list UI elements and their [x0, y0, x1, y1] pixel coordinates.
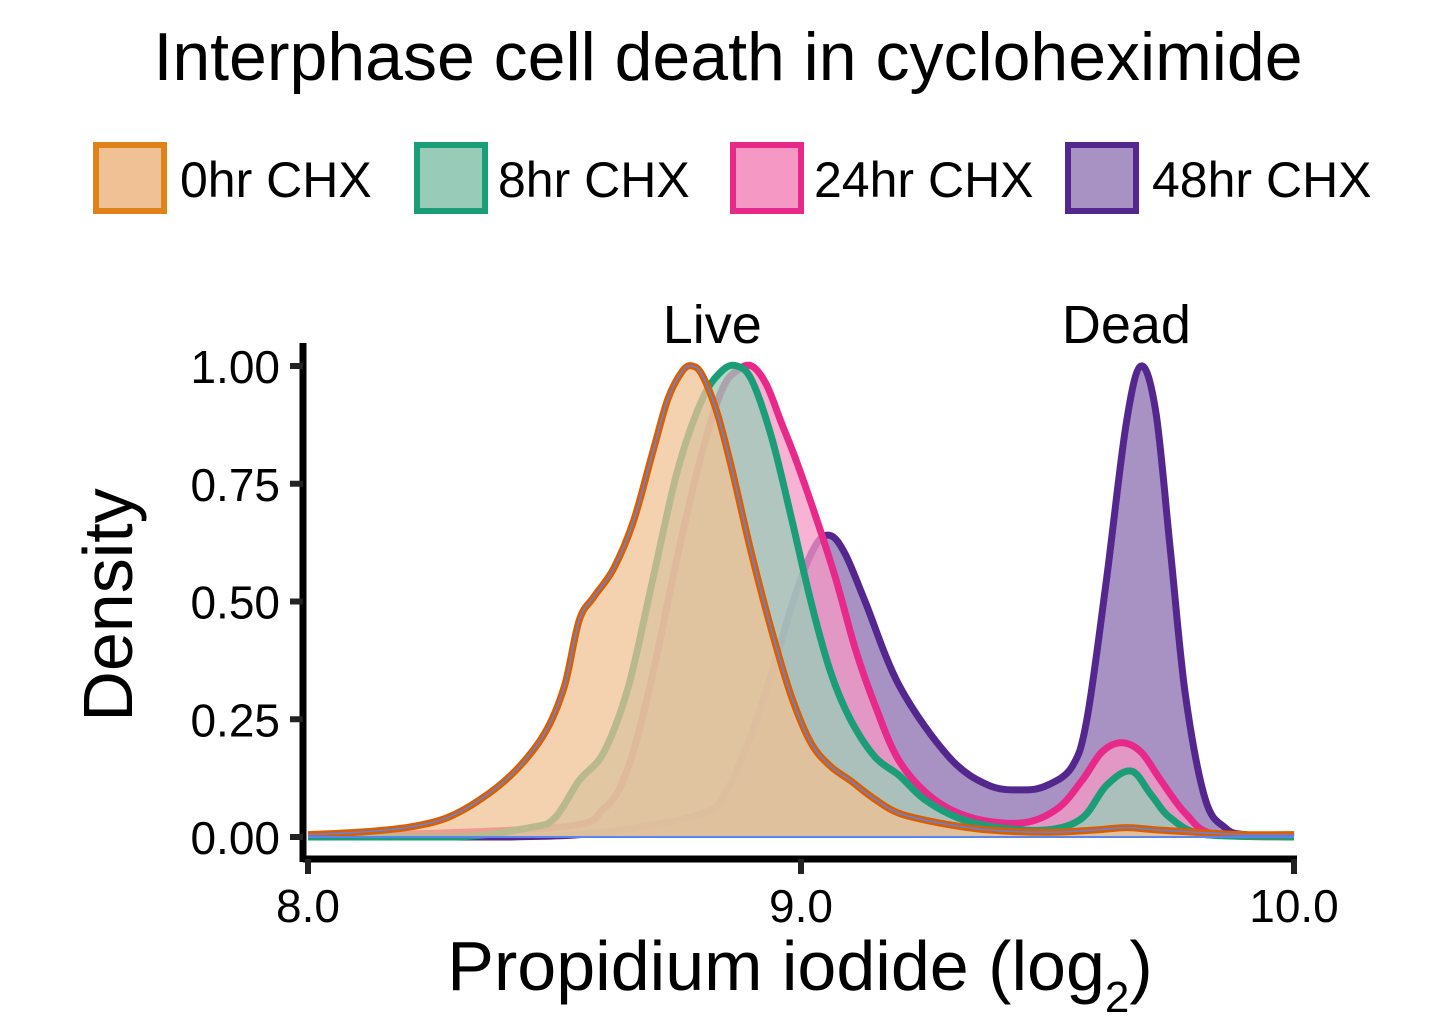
legend: 0hr CHX 8hr CHX 24hr CHX 48hr CHX	[93, 142, 1372, 214]
legend-label: 8hr CHX	[498, 152, 690, 208]
legend-item-24hr-chx: 24hr CHX	[730, 142, 1034, 214]
legend-item-0hr-chx: 0hr CHX	[93, 142, 372, 214]
annotations: Live Dead	[663, 295, 1191, 355]
x-axis-label: Propidium iodide (log2)	[447, 927, 1152, 1022]
x-tick-label: 8.0	[276, 880, 340, 932]
y-tick-label: 1.00	[190, 341, 280, 393]
legend-label: 0hr CHX	[180, 152, 372, 208]
y-tick-label: 0.75	[190, 459, 280, 511]
x-axis-label-close: )	[1129, 927, 1152, 1005]
x-axis: 8.0 9.0 10.0	[276, 855, 1339, 932]
legend-swatch	[414, 142, 488, 214]
legend-swatch	[93, 142, 167, 214]
legend-label: 48hr CHX	[1152, 152, 1372, 208]
y-tick-label: 0.50	[190, 577, 280, 629]
legend-item-8hr-chx: 8hr CHX	[414, 142, 690, 214]
legend-swatch	[1065, 142, 1139, 214]
x-axis-label-main: Propidium iodide (log	[447, 927, 1105, 1005]
legend-item-48hr-chx: 48hr CHX	[1065, 142, 1372, 214]
density-area	[308, 365, 1294, 837]
density-inner-line	[307, 364, 1295, 836]
legend-label: 24hr CHX	[814, 152, 1034, 208]
legend-swatch	[730, 142, 804, 214]
y-tick-label: 0.00	[190, 812, 280, 864]
chart-title: Interphase cell death in cycloheximide	[153, 19, 1302, 95]
y-tick-label: 0.25	[190, 694, 280, 746]
x-tick-label: 10.0	[1249, 880, 1339, 932]
x-axis-label-subscript: 2	[1105, 973, 1129, 1022]
series-0hr-chx	[307, 362, 1295, 839]
annotation-live: Live	[663, 295, 762, 355]
annotation-dead: Dead	[1062, 295, 1191, 355]
y-axis-label: Density	[69, 488, 147, 721]
y-axis: 0.00 0.25 0.50 0.75 1.00	[190, 341, 307, 864]
x-tick-label: 9.0	[769, 880, 833, 932]
series-layer	[307, 361, 1295, 841]
